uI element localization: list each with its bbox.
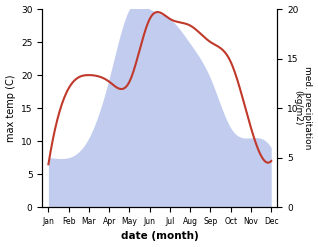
X-axis label: date (month): date (month) [121,231,199,242]
Y-axis label: max temp (C): max temp (C) [5,74,16,142]
Y-axis label: med. precipitation
(kg/m2): med. precipitation (kg/m2) [293,66,313,150]
